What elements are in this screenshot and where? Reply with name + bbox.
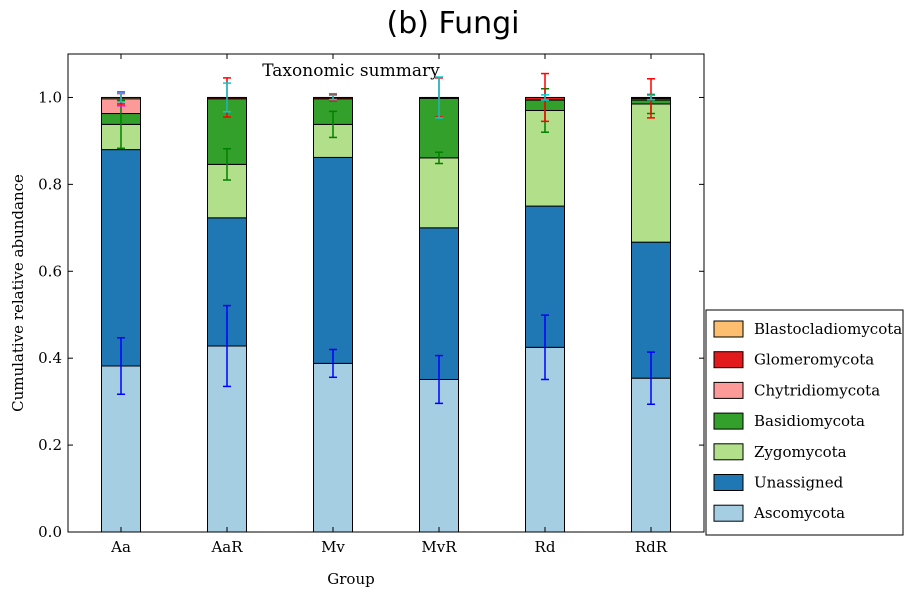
x-tick: Mv bbox=[321, 54, 345, 556]
legend-swatch bbox=[713, 320, 744, 338]
y-tick-label: 0.6 bbox=[38, 262, 62, 280]
errorbar-rd-blastocladiomycota bbox=[541, 94, 549, 101]
legend: Blastocladiomycota Glomeromycota Chytridio… bbox=[705, 309, 904, 536]
legend-item-blastocladiomycota: Blastocladiomycota bbox=[713, 320, 902, 338]
x-tick: RdR bbox=[635, 54, 668, 556]
bar-rdr-zygomycota bbox=[631, 103, 671, 243]
y-tick-label: 0.2 bbox=[38, 436, 62, 454]
legend-item-ascomycota: Ascomycota bbox=[713, 504, 845, 522]
x-tick: Rd bbox=[535, 54, 556, 556]
x-tick-label-rdr: RdR bbox=[635, 538, 668, 556]
errorbar-mvr-blastocladiomycota bbox=[435, 76, 443, 119]
y-axis-label: Cumulative relative abundance bbox=[9, 174, 27, 412]
y-tick: 0.2 bbox=[38, 436, 704, 454]
errorbar-aa-ascomycota bbox=[117, 337, 125, 395]
legend-label: Glomeromycota bbox=[754, 351, 874, 369]
x-axis-label: Group bbox=[327, 570, 374, 588]
legend-swatch bbox=[713, 504, 744, 522]
bar-mvr-zygomycota bbox=[419, 157, 459, 229]
bar-aa-unassigned bbox=[101, 149, 141, 367]
errorbar-mvr-zygomycota bbox=[435, 151, 443, 165]
x-axis-ticks: Aa AaR Mv MvR Rd RdR bbox=[110, 54, 668, 556]
y-tick: 0.0 bbox=[38, 523, 704, 541]
bar-mv-ascomycota bbox=[313, 362, 353, 533]
legend-item-basidiomycota: Basidiomycota bbox=[713, 412, 865, 430]
errorbar-mv-zygomycota bbox=[329, 110, 337, 139]
legend-label: Basidiomycota bbox=[754, 412, 865, 430]
y-tick-label: 0.4 bbox=[38, 349, 62, 367]
x-tick-label-aar: AaR bbox=[210, 538, 243, 556]
legend-label: Blastocladiomycota bbox=[754, 320, 902, 338]
y-axis-ticks: 0.0 0.2 0.4 0.6 0.8 1.0 bbox=[38, 88, 704, 541]
legend-label: Chytridiomycota bbox=[754, 381, 880, 399]
x-tick-label-mv: Mv bbox=[321, 538, 345, 556]
y-tick: 0.6 bbox=[38, 262, 704, 280]
x-tick: Aa bbox=[110, 54, 131, 556]
y-tick-label: 0.0 bbox=[38, 523, 62, 541]
errorbar-mv-blastocladiomycota bbox=[329, 94, 337, 101]
errorbar-mvr-ascomycota bbox=[435, 354, 443, 405]
bar-mvr-ascomycota bbox=[419, 378, 459, 533]
legend-swatch bbox=[713, 381, 744, 399]
errorbar-aar-zygomycota bbox=[223, 147, 231, 181]
legend-label: Ascomycota bbox=[753, 504, 845, 522]
legend-swatch bbox=[713, 351, 744, 369]
legend-item-unassigned: Unassigned bbox=[713, 474, 844, 492]
legend-swatch bbox=[713, 474, 744, 491]
plot-frame bbox=[67, 53, 705, 533]
errorbar-aa-blastocladiomycota bbox=[117, 92, 125, 103]
errorbar-mv-ascomycota bbox=[329, 348, 337, 379]
errorbar-rdr-blastocladiomycota bbox=[647, 94, 655, 101]
bar-mvr-unassigned bbox=[419, 227, 459, 380]
bars-layer bbox=[101, 96, 671, 533]
x-tick-label-mvr: MvR bbox=[421, 538, 457, 556]
legend-item-glomeromycota: Glomeromycota bbox=[713, 351, 874, 369]
plot-area: 0.0 0.2 0.4 0.6 0.8 1.0 Aa AaR Mv MvR Rd RdR Taxon… bbox=[38, 53, 705, 556]
x-tick-label-aa: Aa bbox=[110, 538, 131, 556]
legend-item-zygomycota: Zygomycota bbox=[713, 443, 847, 461]
bar-mv-unassigned bbox=[313, 156, 353, 364]
legend-swatch bbox=[713, 412, 744, 430]
figure-suptitle: (b) Fungi bbox=[386, 6, 519, 41]
y-tick: 0.8 bbox=[38, 175, 704, 193]
errorbars-layer bbox=[117, 72, 655, 405]
y-tick: 0.4 bbox=[38, 349, 704, 367]
x-tick-label-rd: Rd bbox=[535, 538, 556, 556]
y-tick-label: 0.8 bbox=[38, 175, 62, 193]
y-tick-label: 1.0 bbox=[38, 88, 62, 106]
legend-label: Unassigned bbox=[754, 474, 844, 492]
legend-item-chytridiomycota: Chytridiomycota bbox=[713, 381, 880, 399]
errorbar-rdr-ascomycota bbox=[647, 351, 655, 405]
x-tick: MvR bbox=[421, 54, 457, 556]
errorbar-aar-blastocladiomycota bbox=[223, 82, 231, 113]
x-tick: AaR bbox=[210, 54, 243, 556]
errorbar-rd-ascomycota bbox=[541, 314, 549, 381]
errorbar-aar-ascomycota bbox=[223, 304, 231, 388]
chart-title: Taxonomic summary bbox=[262, 61, 440, 81]
legend-swatch bbox=[713, 443, 744, 461]
y-tick: 1.0 bbox=[38, 88, 704, 106]
legend-label: Zygomycota bbox=[754, 443, 847, 461]
